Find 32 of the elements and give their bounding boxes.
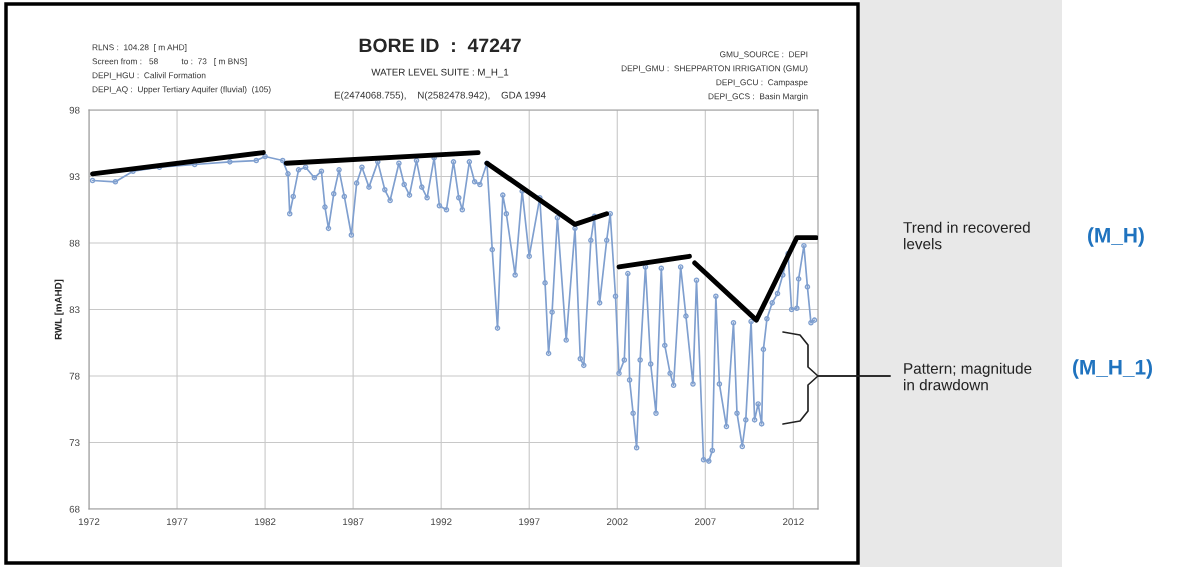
x-tick-label: 1987 [343,518,364,526]
text: RLNS : 104.28 [ m AHD] [92,44,187,52]
text: Screen from : 58 to : 73 [ m BNS] [92,58,247,66]
text: DEPI_AQ : Upper Tertiary Aquifer (fluvial) (105) [92,86,271,94]
text: DEPI_HGU : Calivil Formation [92,72,206,80]
y-tick-label: 68 [69,505,80,513]
chart-subtitle: WATER LEVEL SUITE : M_H_1 [371,68,509,78]
text: DEPI_GMU : SHEPPARTON IRRIGATION (GMU) [621,65,808,73]
x-tick-label: 1982 [255,518,276,526]
text: (M_H) [1088,227,1144,247]
x-tick-label: 2002 [606,518,628,526]
y-tick-label: 83 [69,306,80,314]
x-tick-label: 1977 [166,518,188,526]
text: DEPI_GCS : Basin Margin [708,93,808,101]
y-tick-label: 73 [69,439,80,447]
x-tick-label: 2007 [694,518,716,526]
x-tick-label: 2012 [783,518,804,526]
text: (M_H_1) [1073,359,1152,379]
y-tick-label: 88 [69,239,80,247]
text: Pattern; magnitude in drawdown [904,362,1032,391]
text: E(2474068.755), N(2582478.942), GDA 1994 [334,91,546,101]
chart-title: BORE ID : 47247 [359,38,521,53]
y-tick-label: 78 [69,372,80,380]
text: Trend in recovered levels [903,221,1030,250]
text: DEPI_GCU : Campaspe [716,79,808,87]
x-tick-label: 1997 [519,518,540,526]
text: GMU_SOURCE : DEPI [719,51,808,59]
y-tick-label: 93 [69,173,80,181]
x-tick-label: 1992 [431,518,452,526]
x-tick-label: 1972 [78,518,100,526]
y-tick-label: 98 [69,106,80,114]
y-axis-title: RWL [mAHD] [54,279,64,340]
